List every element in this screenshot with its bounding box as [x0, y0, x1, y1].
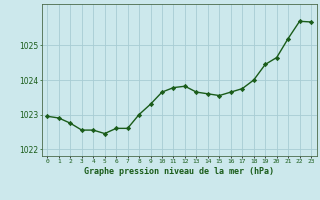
X-axis label: Graphe pression niveau de la mer (hPa): Graphe pression niveau de la mer (hPa): [84, 167, 274, 176]
